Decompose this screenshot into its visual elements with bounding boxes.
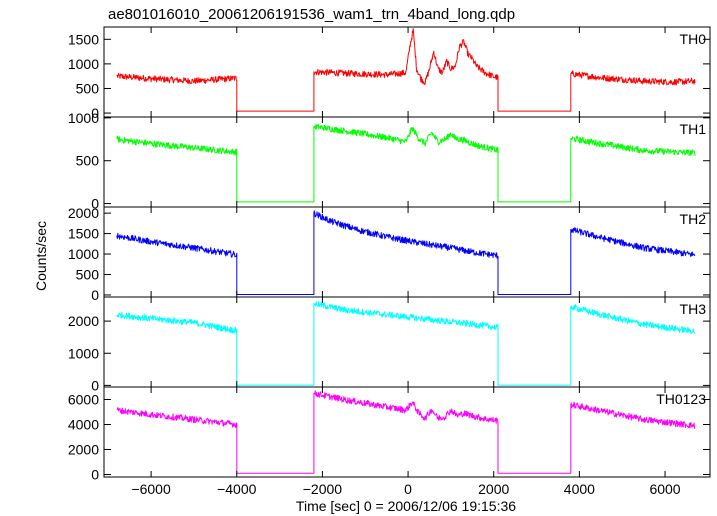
y-tick-label: 0 — [91, 196, 99, 212]
y-tick-label: 6000 — [68, 392, 99, 408]
panel-label: TH1 — [680, 121, 707, 137]
panel-th3: 0 1000 2000 TH3 — [68, 296, 711, 393]
chart-title: ae801016010_20061206191536_wam1_trn_4ban… — [108, 6, 515, 23]
panel-th1: 0 500 1000 TH1 — [68, 110, 711, 212]
x-axis-tick-labels: −6000 −4000 −2000 0 2000 4000 6000 — [131, 481, 680, 497]
panel-frame — [103, 206, 711, 298]
panel-frame — [103, 296, 711, 388]
y-tick-label: 2000 — [68, 442, 99, 458]
panel-label: TH2 — [680, 211, 707, 227]
x-axis-label: Time [sec] 0 = 2006/12/06 19:15:36 — [296, 498, 516, 514]
y-tick-label: 1000 — [68, 56, 99, 72]
y-tick-label: 1000 — [68, 110, 99, 126]
y-tick-label: 1000 — [68, 345, 99, 361]
x-tick-label: 0 — [404, 481, 412, 497]
panel-th0: 0 500 1000 1500 TH0 — [68, 26, 711, 121]
y-tick-label: 0 — [91, 377, 99, 393]
y-tick-label: 0 — [91, 467, 99, 483]
y-tick-label: 4000 — [68, 417, 99, 433]
x-tick-label: 6000 — [649, 481, 680, 497]
panels: 0 500 1000 1500 TH0 0 500 1000 TH1 0 500 1000 1500 20… — [68, 26, 711, 483]
y-tick-label: 500 — [76, 153, 100, 169]
x-tick-label: 2000 — [478, 481, 509, 497]
y-tick-label: 2000 — [68, 313, 99, 329]
y-tick-label: 500 — [76, 267, 100, 283]
y-tick-label: 0 — [91, 105, 99, 121]
series-line-th0123 — [116, 390, 696, 474]
y-tick-label: 1500 — [68, 31, 99, 47]
series-line-th3 — [116, 300, 696, 386]
panel-frame — [103, 26, 711, 118]
y-tick-label: 1500 — [68, 226, 99, 242]
y-tick-label: 500 — [76, 80, 100, 96]
y-tick-label: 1000 — [68, 246, 99, 262]
panel-frame — [103, 386, 711, 478]
x-tick-label: 4000 — [564, 481, 595, 497]
y-tick-label: 0 — [91, 287, 99, 303]
panel-frame — [103, 116, 711, 208]
series-line-th2 — [116, 210, 696, 295]
panel-label: TH0 — [680, 31, 707, 47]
series-line-th1 — [116, 123, 696, 203]
panel-th2: 0 500 1000 1500 2000 TH2 — [68, 205, 711, 303]
y-tick-label: 2000 — [68, 205, 99, 221]
panel-th0123: 0 2000 4000 6000 TH0123 — [68, 386, 711, 483]
y-axis-label: Counts/sec — [33, 221, 49, 291]
x-tick-label: −6000 — [131, 481, 171, 497]
panel-label: TH3 — [680, 301, 707, 317]
x-tick-label: −2000 — [303, 481, 343, 497]
panel-label: TH0123 — [656, 391, 706, 407]
series-line-th0 — [116, 28, 696, 112]
x-tick-label: −4000 — [217, 481, 257, 497]
